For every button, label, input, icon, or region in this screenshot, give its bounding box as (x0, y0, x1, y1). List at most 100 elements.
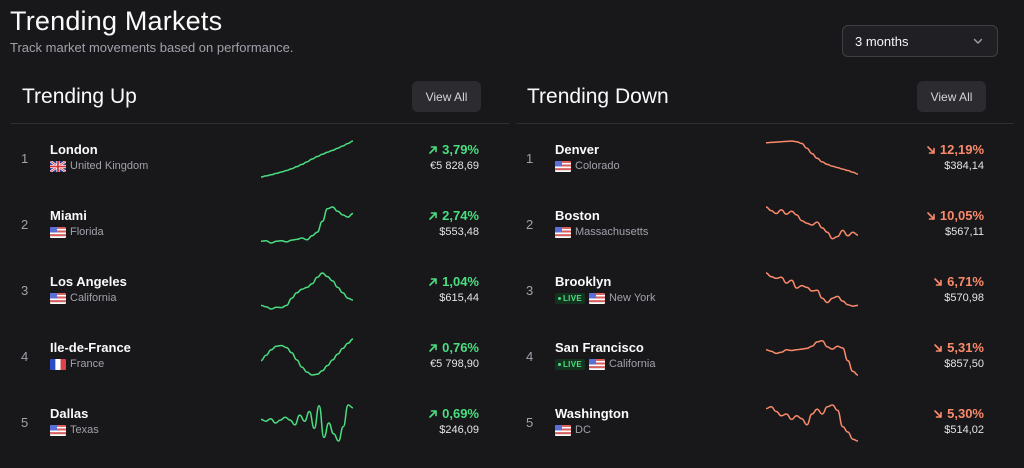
market-name: Miami (50, 208, 87, 223)
market-region: France (50, 358, 104, 370)
trending-up-list: 1 London United Kingdom 3,79% €5 828,69 2 Miam… (11, 124, 509, 454)
market-name: Washington (555, 406, 629, 421)
market-region: DC (555, 424, 591, 436)
sparkline-chart (766, 340, 858, 376)
chevron-down-icon (973, 38, 983, 44)
sparkline-series (261, 140, 353, 178)
market-name: Brooklyn (555, 274, 612, 289)
market-region-label: United Kingdom (70, 160, 149, 172)
market-region: Florida (50, 226, 104, 238)
trending-up-title: Trending Up (22, 85, 137, 108)
trending-down-header: Trending Down View All (516, 80, 1014, 124)
france-flag-icon (50, 358, 66, 370)
us-flag-icon (50, 226, 66, 238)
market-change: 2,74% (428, 208, 479, 223)
market-change: 5,31% (933, 340, 984, 355)
live-dot-icon (558, 362, 561, 366)
market-change-value: 2,74% (442, 208, 479, 223)
arrow-up-right-icon (429, 277, 437, 286)
us-flag-icon (50, 424, 66, 436)
market-name: Los Angeles (50, 274, 127, 289)
sparkline-series (261, 338, 353, 376)
market-rank: 2 (21, 217, 29, 232)
market-price: $514,02 (944, 424, 984, 436)
uk-flag-icon (50, 160, 66, 172)
market-rank: 1 (526, 151, 534, 166)
sparkline-series (261, 404, 353, 442)
sparkline-chart (766, 272, 858, 307)
market-price: $570,98 (944, 292, 984, 304)
market-change: 10,05% (926, 208, 984, 223)
arrow-down-right-icon (927, 211, 935, 220)
market-price: $384,14 (944, 160, 984, 172)
sparkline-series (261, 206, 353, 244)
sparkline-chart (261, 140, 353, 178)
sparkline-chart (261, 404, 353, 442)
market-row[interactable]: 1 Denver Colorado 12,19% $384,14 (516, 124, 1014, 190)
market-row[interactable]: 5 Dallas Texas 0,69% $246,09 (11, 388, 509, 454)
market-rank: 1 (21, 151, 29, 166)
market-rank: 2 (526, 217, 534, 232)
page-subtitle: Track market movements based on performa… (10, 40, 294, 55)
market-price: $857,50 (944, 358, 984, 370)
market-region-label: California (608, 358, 656, 370)
market-region: California (50, 292, 116, 304)
market-change-value: 1,04% (442, 274, 479, 289)
market-row[interactable]: 5 Washington DC 5,30% $514,02 (516, 388, 1014, 454)
us-flag-icon (50, 292, 66, 304)
market-name: London (50, 142, 98, 157)
us-flag-icon (588, 358, 605, 370)
arrow-up-right-icon (429, 409, 437, 418)
trending-up-view-all-button[interactable]: View All (412, 81, 481, 112)
market-row[interactable]: 3 Brooklyn LIVE New York 6,71% $570,98 (516, 256, 1014, 322)
sparkline-series (766, 140, 858, 175)
market-region-label: Florida (70, 226, 104, 238)
market-name: Dallas (50, 406, 89, 421)
us-flag-icon (555, 226, 571, 238)
trending-up-header: Trending Up View All (11, 80, 509, 124)
sparkline-series (766, 404, 858, 442)
arrow-up-right-icon (429, 145, 437, 154)
market-change-value: 5,30% (947, 406, 984, 421)
market-region-label: California (70, 292, 117, 304)
trending-up-panel: Trending Up View All 1 London United Kingd… (11, 80, 509, 454)
arrow-down-right-icon (934, 277, 942, 286)
market-change: 1,04% (428, 274, 479, 289)
market-change: 6,71% (933, 274, 984, 289)
market-row[interactable]: 2 Boston Massachusetts 10,05% $567,11 (516, 190, 1014, 256)
market-change: 3,79% (428, 142, 479, 157)
sparkline-chart (766, 206, 858, 240)
market-change-value: 0,76% (442, 340, 479, 355)
market-region: United Kingdom (50, 160, 148, 172)
sparkline-series (766, 206, 858, 240)
trending-down-title: Trending Down (527, 85, 669, 108)
market-region-label: France (70, 358, 105, 370)
live-badge: LIVE (555, 292, 585, 304)
market-row[interactable]: 1 London United Kingdom 3,79% €5 828,69 (11, 124, 509, 190)
market-rank: 3 (21, 283, 29, 298)
sparkline-series (766, 340, 858, 376)
market-region: Texas (50, 424, 99, 436)
sparkline-chart (766, 404, 858, 442)
market-region-label: Texas (70, 424, 99, 436)
trending-down-panel: Trending Down View All 1 Denver Colorado 12… (516, 80, 1014, 454)
market-change: 0,69% (428, 406, 479, 421)
live-badge-label: LIVE (563, 359, 582, 369)
live-dot-icon (558, 296, 561, 300)
market-region: Massachusetts (555, 226, 648, 238)
time-range-select[interactable]: 3 months (842, 25, 998, 57)
market-price: $567,11 (945, 226, 984, 238)
market-change-value: 3,79% (442, 142, 479, 157)
market-region-label: DC (575, 424, 591, 436)
trending-down-view-all-button[interactable]: View All (917, 81, 986, 112)
market-region-label: New York (608, 292, 656, 304)
market-row[interactable]: 2 Miami Florida 2,74% $553,48 (11, 190, 509, 256)
market-row[interactable]: 3 Los Angeles California 1,04% $615,44 (11, 256, 509, 322)
us-flag-icon (555, 424, 571, 436)
market-row[interactable]: 4 San Francisco LIVE California 5,31% $857,50 (516, 322, 1014, 388)
sparkline-chart (766, 140, 858, 175)
market-rank: 5 (526, 415, 534, 430)
market-name: San Francisco (555, 340, 644, 355)
market-price: $246,09 (439, 424, 479, 436)
market-row[interactable]: 4 Ile-de-France France 0,76% €5 798,90 (11, 322, 509, 388)
